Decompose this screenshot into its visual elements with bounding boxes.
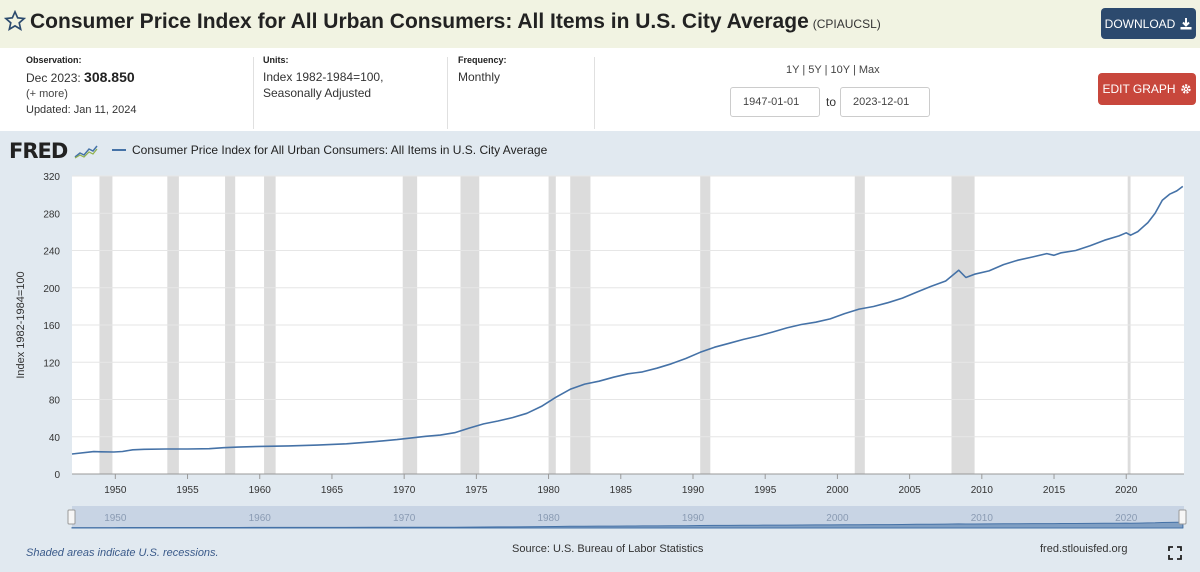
x-tick-label: 1980 bbox=[537, 485, 560, 496]
to-label: to bbox=[826, 95, 837, 109]
fullscreen-icon[interactable] bbox=[1168, 546, 1182, 560]
units-block: Units: Index 1982-1984=100, Seasonally A… bbox=[263, 55, 383, 101]
units-line-1: Index 1982-1984=100, bbox=[263, 70, 384, 84]
more-link[interactable]: (+ more) bbox=[26, 88, 68, 100]
range-10y[interactable]: 10Y bbox=[830, 64, 850, 76]
navigator-tick-label: 1970 bbox=[393, 513, 416, 524]
units-label: Units: bbox=[263, 55, 289, 65]
divider bbox=[253, 57, 254, 129]
observation-block: Observation: Dec 2023: 308.850 (+ more) … bbox=[26, 55, 137, 116]
legend-label: Consumer Price Index for All Urban Consu… bbox=[132, 143, 548, 157]
header-bar: Consumer Price Index for All Urban Consu… bbox=[0, 0, 1200, 48]
navigator-tick-label: 2020 bbox=[1115, 513, 1138, 524]
series-line[interactable] bbox=[71, 185, 1184, 455]
navigator-tick-label: 1990 bbox=[682, 513, 705, 524]
range-selector: 1Y | 5Y | 10Y | Max bbox=[786, 64, 880, 76]
x-tick-label: 1960 bbox=[249, 485, 272, 496]
frequency-block: Frequency: Monthly bbox=[458, 55, 507, 85]
star-icon[interactable] bbox=[4, 10, 26, 32]
title-text: Consumer Price Index for All Urban Consu… bbox=[30, 10, 809, 33]
y-tick-label: 200 bbox=[43, 284, 60, 295]
download-label: DOWNLOAD bbox=[1104, 16, 1176, 31]
x-tick-label: 2015 bbox=[1043, 485, 1066, 496]
x-tick-label: 1955 bbox=[176, 485, 199, 496]
fred-logo-graph-icon bbox=[74, 145, 98, 159]
y-tick-label: 120 bbox=[43, 358, 60, 369]
download-icon bbox=[1180, 17, 1192, 29]
end-date-input[interactable]: 2023-12-01 bbox=[840, 87, 930, 117]
y-tick-label: 320 bbox=[43, 172, 60, 183]
fred-logo-text: FRED bbox=[9, 139, 68, 163]
site-link[interactable]: fred.stlouisfed.org bbox=[1040, 543, 1128, 555]
edit-graph-button[interactable]: EDIT GRAPH bbox=[1098, 73, 1196, 105]
x-tick-label: 1990 bbox=[682, 485, 705, 496]
chart-legend: Consumer Price Index for All Urban Consu… bbox=[112, 143, 547, 157]
series-code: (CPIAUCSL) bbox=[812, 17, 881, 31]
navigator-left-handle[interactable] bbox=[67, 509, 76, 525]
x-tick-label: 2005 bbox=[898, 485, 921, 496]
frequency-value: Monthly bbox=[458, 70, 501, 84]
y-tick-label: 40 bbox=[49, 433, 61, 444]
y-axis-label: Index 1982-1984=100 bbox=[15, 271, 27, 378]
download-button[interactable]: DOWNLOAD bbox=[1101, 8, 1196, 39]
range-max[interactable]: Max bbox=[858, 64, 880, 76]
range-5y[interactable]: 5Y bbox=[808, 64, 822, 76]
y-tick-label: 80 bbox=[49, 396, 61, 407]
navigator-right-handle[interactable] bbox=[1178, 509, 1187, 525]
x-tick-label: 2020 bbox=[1115, 485, 1138, 496]
divider bbox=[447, 57, 448, 129]
x-tick-label: 2000 bbox=[826, 485, 849, 496]
navigator-tick-label: 1950 bbox=[104, 513, 127, 524]
units-line-2: Seasonally Adjusted bbox=[263, 86, 372, 100]
range-separator: | bbox=[852, 64, 856, 76]
navigator-track[interactable] bbox=[72, 506, 1184, 528]
x-tick-label: 1985 bbox=[610, 485, 633, 496]
updated-date: Updated: Jan 11, 2024 bbox=[26, 104, 137, 116]
range-separator: | bbox=[824, 64, 828, 76]
navigator-tick-label: 2000 bbox=[826, 513, 849, 524]
y-tick-label: 0 bbox=[54, 470, 60, 481]
x-tick-label: 2010 bbox=[971, 485, 994, 496]
observation-date: Dec 2023: bbox=[26, 71, 81, 85]
navigator-tick-label: 1960 bbox=[249, 513, 272, 524]
observation-label: Observation: bbox=[26, 55, 82, 65]
y-tick-label: 280 bbox=[43, 209, 60, 220]
navigator-tick-label: 1980 bbox=[537, 513, 560, 524]
page-title: Consumer Price Index for All Urban Consu… bbox=[30, 10, 881, 34]
navigator-tick-label: 2010 bbox=[971, 513, 994, 524]
gear-icon bbox=[1180, 84, 1191, 94]
frequency-label: Frequency: bbox=[458, 55, 507, 65]
x-tick-label: 1970 bbox=[393, 485, 416, 496]
source-text: Source: U.S. Bureau of Labor Statistics bbox=[512, 543, 704, 555]
range-separator: | bbox=[802, 64, 806, 76]
x-tick-label: 1950 bbox=[104, 485, 127, 496]
navigator-series bbox=[71, 521, 1184, 529]
line-chart[interactable]: 0 40 80 120 160 200 240 280 320 1950 1955 1960 1965… bbox=[0, 131, 1200, 541]
fred-logo[interactable]: FRED bbox=[9, 139, 98, 163]
recession-note: Shaded areas indicate U.S. recessions. bbox=[26, 547, 219, 559]
x-tick-label: 1995 bbox=[754, 485, 777, 496]
observation-value: 308.850 bbox=[84, 69, 135, 85]
x-tick-label: 1975 bbox=[465, 485, 488, 496]
start-date-input[interactable]: 1947-01-01 bbox=[730, 87, 820, 117]
x-tick-label: 1965 bbox=[321, 485, 344, 496]
edit-graph-label: EDIT GRAPH bbox=[1102, 82, 1176, 96]
y-tick-label: 240 bbox=[43, 247, 60, 258]
y-tick-label: 160 bbox=[43, 321, 60, 332]
legend-swatch bbox=[112, 149, 126, 151]
range-1y[interactable]: 1Y bbox=[786, 64, 800, 76]
divider bbox=[594, 57, 595, 129]
